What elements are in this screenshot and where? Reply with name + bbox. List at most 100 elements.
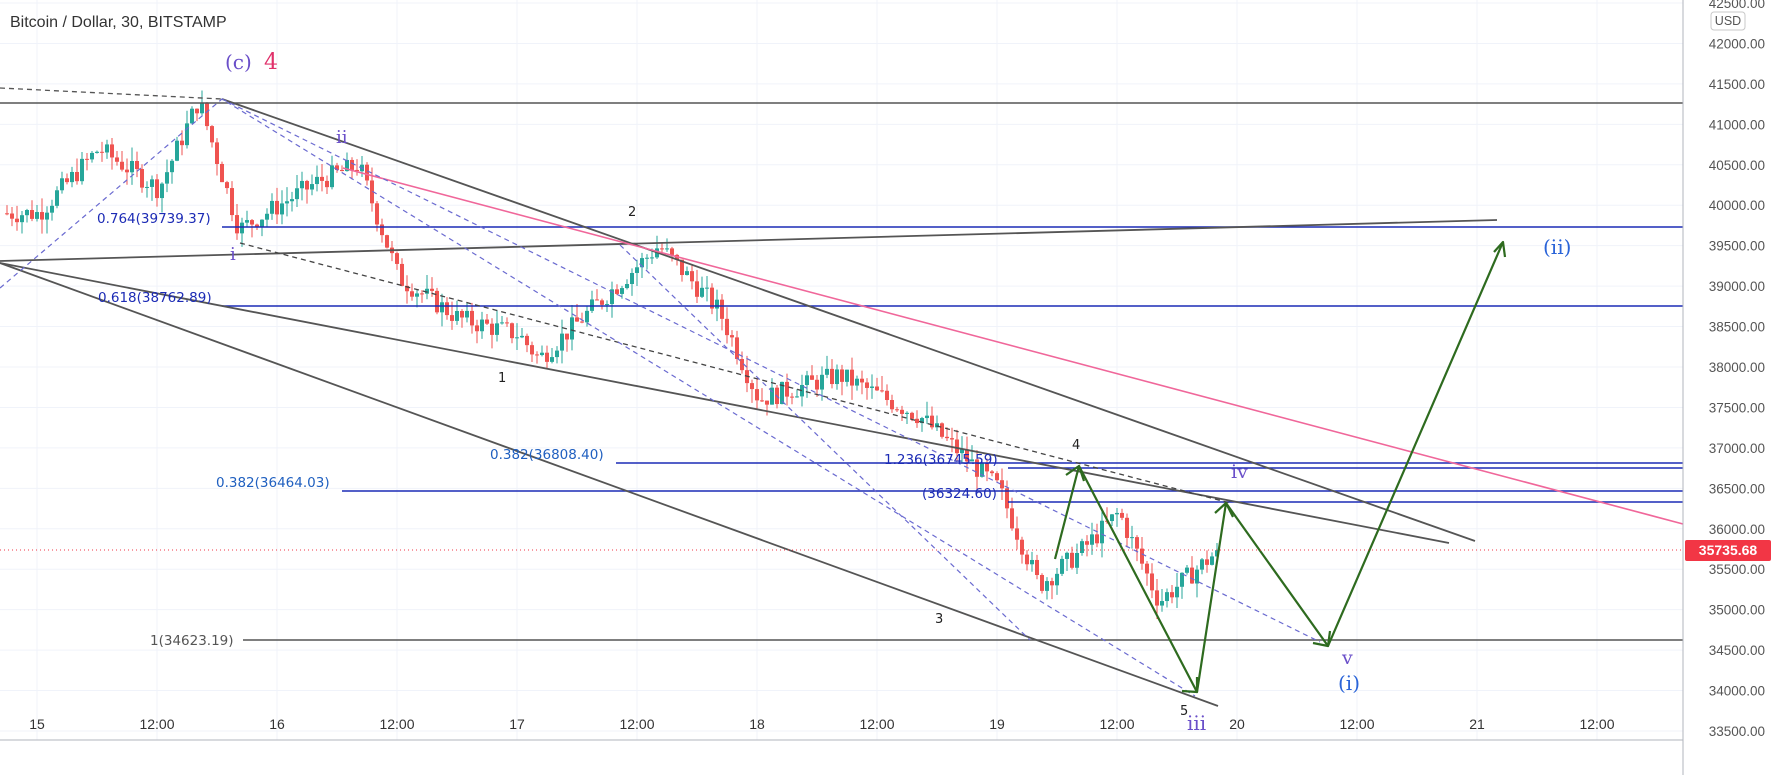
fib-label-0618: 0.618(38762.89) xyxy=(98,290,212,306)
candle-body xyxy=(395,253,399,264)
candle-body xyxy=(1010,508,1014,529)
candle-body xyxy=(950,438,954,440)
candle-body xyxy=(840,369,844,382)
fib-label-0382-b: 0.382(36464.03) xyxy=(216,475,330,491)
candle-body xyxy=(85,158,89,160)
time-tick-label: 12:00 xyxy=(1579,716,1614,732)
candle-body xyxy=(90,152,94,160)
fib-label-36324: (36324.60) xyxy=(922,486,997,502)
candle-body xyxy=(1020,539,1024,555)
fib-label-1236: 1.236(36745.59) xyxy=(884,452,998,468)
candle-body xyxy=(200,102,204,114)
price-axis[interactable]: 42500.00 42000.00 41500.00 41000.00 40500.00… xyxy=(1682,0,1773,775)
candle-body xyxy=(150,179,154,187)
candle-body xyxy=(1120,512,1124,518)
candle-body xyxy=(695,281,699,297)
candle-body xyxy=(1015,528,1019,540)
candle-body xyxy=(665,248,669,250)
candle-body xyxy=(100,151,104,153)
candle-body xyxy=(620,288,624,294)
candle-body xyxy=(1215,550,1219,557)
horizontal-lines xyxy=(0,102,1683,641)
candle-body xyxy=(405,285,409,292)
candle-body xyxy=(465,310,469,318)
candle-body xyxy=(580,321,584,323)
fib-label-0382-a: 0.382(36808.40) xyxy=(490,447,604,463)
candle-body xyxy=(475,325,479,332)
candle-body xyxy=(1005,488,1009,509)
candle-body xyxy=(525,335,529,346)
candle-body xyxy=(1075,552,1079,568)
candle-body xyxy=(40,212,44,220)
price-tick-label: 38500.00 xyxy=(1709,320,1765,335)
candle-body xyxy=(1045,581,1049,591)
candle-body xyxy=(1000,480,1004,489)
candle-body xyxy=(955,439,959,454)
candle-body xyxy=(1100,520,1104,544)
candle-body xyxy=(550,357,554,362)
arrow-head-5 xyxy=(1493,240,1507,258)
candle-body xyxy=(770,387,774,405)
candle-body xyxy=(1210,556,1214,565)
candle-body xyxy=(650,257,654,259)
dashed-lines xyxy=(0,87,1321,697)
candle-body xyxy=(1125,517,1129,538)
candle-body xyxy=(630,272,634,285)
time-tick-label: 12:00 xyxy=(619,716,654,732)
candle-body xyxy=(350,159,354,170)
candle-body xyxy=(740,359,744,371)
candle-body xyxy=(1110,514,1114,522)
price-tick-label: 39500.00 xyxy=(1709,239,1765,254)
chart-title: Bitcoin / Dollar, 30, BITSTAMP xyxy=(10,14,227,31)
candle-body xyxy=(1065,552,1069,559)
candle-body xyxy=(255,224,259,228)
candle-body xyxy=(935,423,939,428)
candle-body xyxy=(130,160,134,173)
candle-body xyxy=(120,161,124,170)
candle-body xyxy=(310,184,314,190)
fib-label-1: 1(34623.19) xyxy=(150,633,234,649)
candle-body xyxy=(885,390,889,401)
wave-labels: (c) 4 ii i 1 2 3 4 5 iii iv v (i) (ii) xyxy=(225,50,1571,735)
candle-body xyxy=(605,304,609,306)
candle-body xyxy=(680,259,684,276)
candle-body xyxy=(980,462,984,477)
candle-body xyxy=(890,400,894,410)
price-tick-label: 37500.00 xyxy=(1709,400,1765,415)
dashed-purple-line-2 xyxy=(221,98,1321,643)
candle-body xyxy=(765,400,769,405)
candle-body xyxy=(595,299,599,301)
candle-body xyxy=(490,323,494,335)
candle-body xyxy=(375,203,379,225)
candle-body xyxy=(1060,558,1064,574)
candle-body xyxy=(75,171,79,182)
candle-body xyxy=(425,288,429,294)
time-axis[interactable]: 15 12:00 16 12:00 17 12:00 18 12:00 19 12:00 20 12:… xyxy=(0,716,1683,741)
candle-body xyxy=(645,257,649,259)
candle-body xyxy=(415,293,419,297)
wave-label-ii-paren: (ii) xyxy=(1543,235,1571,259)
candle-body xyxy=(470,310,474,326)
candle-body xyxy=(810,375,814,380)
candle-body xyxy=(725,318,729,336)
candle-body xyxy=(225,182,229,189)
candle-body xyxy=(705,287,709,289)
candle-body xyxy=(345,159,349,172)
time-tick-label: 17 xyxy=(509,716,525,732)
candle-body xyxy=(1025,554,1029,565)
candle-body xyxy=(140,169,144,188)
candle-body xyxy=(250,220,254,225)
candle-body xyxy=(295,188,299,200)
candle-body xyxy=(110,144,114,158)
candle-body xyxy=(1135,537,1139,549)
candle-body xyxy=(1195,569,1199,584)
candle-body xyxy=(1030,559,1034,565)
price-tick-label: 34000.00 xyxy=(1709,684,1765,699)
candle-body xyxy=(215,142,219,164)
candle-body xyxy=(275,200,279,215)
candle-body xyxy=(905,412,909,414)
candle-body xyxy=(610,289,614,305)
candle-body xyxy=(330,165,334,188)
